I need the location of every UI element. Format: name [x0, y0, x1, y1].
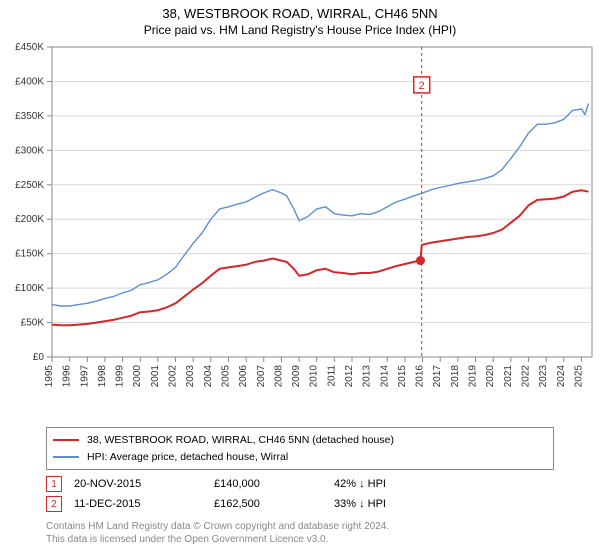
footer-line: This data is licensed under the Open Gov… [46, 533, 554, 546]
footer-attribution: Contains HM Land Registry data © Crown c… [46, 520, 554, 546]
transaction-table: 1 20-NOV-2015 £140,000 42% ↓ HPI 2 11-DE… [46, 474, 554, 514]
svg-text:1997: 1997 [79, 364, 90, 387]
marker-badge-icon: 1 [46, 476, 62, 492]
txn-date: 20-NOV-2015 [74, 478, 214, 490]
svg-text:£0: £0 [33, 352, 45, 363]
svg-text:1998: 1998 [97, 364, 108, 387]
legend-item: HPI: Average price, detached house, Wirr… [53, 449, 547, 466]
svg-text:2004: 2004 [203, 364, 214, 387]
svg-text:2021: 2021 [503, 364, 514, 387]
legend-swatch-icon [53, 456, 79, 458]
footer-line: Contains HM Land Registry data © Crown c… [46, 520, 554, 533]
svg-text:2013: 2013 [362, 364, 373, 387]
svg-text:2006: 2006 [238, 364, 249, 387]
chart-subtitle: Price paid vs. HM Land Registry's House … [0, 23, 600, 41]
txn-price: £140,000 [214, 478, 334, 490]
svg-text:£100K: £100K [15, 283, 44, 294]
svg-text:£400K: £400K [15, 76, 44, 87]
svg-text:2023: 2023 [538, 364, 549, 387]
svg-text:2025: 2025 [573, 364, 584, 387]
legend: 38, WESTBROOK ROAD, WIRRAL, CH46 5NN (de… [46, 427, 554, 471]
svg-text:2000: 2000 [132, 364, 143, 387]
svg-text:2008: 2008 [273, 364, 284, 387]
svg-text:2002: 2002 [168, 364, 179, 387]
marker-badge-icon: 2 [46, 496, 62, 512]
legend-label: 38, WESTBROOK ROAD, WIRRAL, CH46 5NN (de… [87, 432, 394, 449]
svg-text:2: 2 [419, 80, 425, 92]
svg-text:£50K: £50K [21, 317, 45, 328]
svg-text:2017: 2017 [432, 364, 443, 387]
svg-text:2012: 2012 [344, 364, 355, 387]
svg-text:2009: 2009 [291, 364, 302, 387]
legend-swatch-icon [53, 439, 79, 441]
svg-text:£350K: £350K [15, 111, 44, 122]
svg-text:£200K: £200K [15, 214, 44, 225]
table-row: 1 20-NOV-2015 £140,000 42% ↓ HPI [46, 474, 554, 494]
chart-area: £0 £50K £100K £150K £200K £250K £300K £350K £400… [0, 41, 600, 421]
svg-text:2015: 2015 [397, 364, 408, 387]
svg-text:1999: 1999 [115, 364, 126, 387]
svg-text:2011: 2011 [326, 364, 337, 386]
svg-text:1996: 1996 [62, 364, 73, 387]
svg-text:2010: 2010 [309, 364, 320, 387]
svg-text:£250K: £250K [15, 180, 44, 191]
svg-text:£450K: £450K [15, 42, 44, 53]
svg-text:2001: 2001 [150, 364, 161, 387]
txn-pct: 42% ↓ HPI [334, 478, 474, 490]
svg-text:2019: 2019 [468, 364, 479, 387]
svg-text:2007: 2007 [256, 364, 267, 387]
svg-text:2022: 2022 [520, 364, 531, 387]
svg-text:2016: 2016 [415, 364, 426, 387]
svg-text:2020: 2020 [485, 364, 496, 387]
legend-item: 38, WESTBROOK ROAD, WIRRAL, CH46 5NN (de… [53, 432, 547, 449]
svg-text:2003: 2003 [185, 364, 196, 387]
txn-price: £162,500 [214, 498, 334, 510]
table-row: 2 11-DEC-2015 £162,500 33% ↓ HPI [46, 494, 554, 514]
chart-title: 38, WESTBROOK ROAD, WIRRAL, CH46 5NN [0, 0, 600, 23]
svg-text:2005: 2005 [220, 364, 231, 387]
svg-text:£300K: £300K [15, 145, 44, 156]
svg-text:2024: 2024 [556, 364, 567, 387]
txn-date: 11-DEC-2015 [74, 498, 214, 510]
txn-pct: 33% ↓ HPI [334, 498, 474, 510]
svg-text:1995: 1995 [44, 364, 55, 387]
svg-text:2018: 2018 [450, 364, 461, 387]
svg-text:2014: 2014 [379, 364, 390, 387]
svg-text:£150K: £150K [15, 249, 44, 260]
legend-label: HPI: Average price, detached house, Wirr… [87, 449, 288, 466]
